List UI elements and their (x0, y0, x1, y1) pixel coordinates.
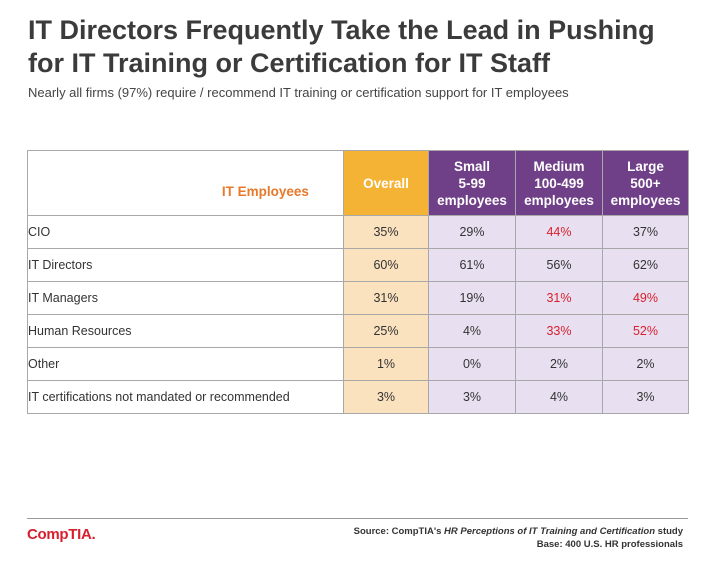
value-cell-medium: 4% (515, 380, 603, 414)
value-cell-medium: 56% (515, 248, 603, 282)
table-body: CIO 35% 29% 44% 37% IT Directors 60% 61% 56% 62% I… (27, 215, 689, 414)
column-header-line: employees (610, 192, 681, 208)
source-line: Source: CompTIA's HR Perceptions of IT T… (354, 525, 683, 538)
value-cell-medium: 2% (515, 347, 603, 381)
column-header-line: 500+ (630, 175, 661, 191)
value-cell-medium: 33% (515, 314, 603, 348)
table-row: IT Managers 31% 19% 31% 49% (27, 281, 689, 315)
value-cell-small: 3% (428, 380, 516, 414)
table-row: CIO 35% 29% 44% 37% (27, 215, 689, 249)
chart-title: IT Directors Frequently Take the Lead in… (28, 15, 655, 78)
column-header-line: employees (437, 192, 507, 208)
column-header-line: Large (627, 158, 664, 174)
column-header-large: Large 500+ employees (602, 150, 689, 216)
row-header-cell: Who Mandates or Recommends IT Training o… (27, 150, 344, 216)
row-label: IT Managers (27, 281, 344, 315)
column-header-small: Small 5-99 employees (428, 150, 516, 216)
column-header-line: 100-499 (534, 175, 584, 191)
value-cell-large: 62% (602, 248, 689, 282)
value-cell-small: 4% (428, 314, 516, 348)
value-cell-small: 29% (428, 215, 516, 249)
value-cell-small: 19% (428, 281, 516, 315)
row-label: Other (27, 347, 344, 381)
value-cell-overall: 1% (343, 347, 429, 381)
value-cell-medium: 31% (515, 281, 603, 315)
row-label: Human Resources (27, 314, 344, 348)
value-cell-overall: 60% (343, 248, 429, 282)
value-cell-medium: 44% (515, 215, 603, 249)
table-row: Human Resources 25% 4% 33% 52% (27, 314, 689, 348)
source-prefix: Source: CompTIA's (353, 526, 445, 537)
column-header-line: Overall (363, 175, 409, 191)
value-cell-overall: 35% (343, 215, 429, 249)
table-row: Other 1% 0% 2% 2% (27, 347, 689, 381)
header-row: Who Mandates or Recommends IT Training o… (27, 150, 689, 216)
chart-subtitle: Nearly all firms (97%) require / recomme… (28, 85, 569, 100)
data-table: Who Mandates or Recommends IT Training o… (27, 150, 689, 414)
value-cell-overall: 31% (343, 281, 429, 315)
row-label: IT certifications not mandated or recomm… (27, 380, 344, 414)
column-header-line: Small (453, 158, 491, 174)
table-row: IT certifications not mandated or recomm… (27, 380, 689, 414)
column-header-overall: Overall (343, 150, 429, 216)
value-cell-large: 52% (602, 314, 689, 348)
value-cell-small: 0% (428, 347, 516, 381)
source-suffix: study (655, 526, 683, 537)
column-header-medium: Medium 100-499 employees (515, 150, 603, 216)
value-cell-large: 37% (602, 215, 689, 249)
value-cell-large: 49% (602, 281, 689, 315)
row-label: IT Directors (27, 248, 344, 282)
value-cell-small: 61% (428, 248, 516, 282)
source-note: Source: CompTIA's HR Perceptions of IT T… (354, 525, 683, 551)
value-cell-large: 2% (602, 347, 689, 381)
source-title: HR Perceptions of IT Training and Certif… (444, 526, 656, 537)
footer-divider (27, 518, 688, 519)
row-header-text: Who Mandates or Recommends IT Training o… (38, 167, 333, 199)
value-cell-overall: 3% (343, 380, 429, 414)
column-header-line: 5-99 (458, 175, 486, 191)
table-row: IT Directors 60% 61% 56% 62% (27, 248, 689, 282)
comptia-logo: CompTIA. (27, 526, 96, 543)
value-cell-overall: 25% (343, 314, 429, 348)
base-line: Base: 400 U.S. HR professionals (536, 539, 683, 550)
value-cell-large: 3% (602, 380, 689, 414)
row-label: CIO (27, 215, 344, 249)
column-header-line: employees (524, 192, 594, 208)
column-header-line: Medium (533, 158, 585, 174)
row-header-accent: IT Employees (221, 184, 309, 199)
